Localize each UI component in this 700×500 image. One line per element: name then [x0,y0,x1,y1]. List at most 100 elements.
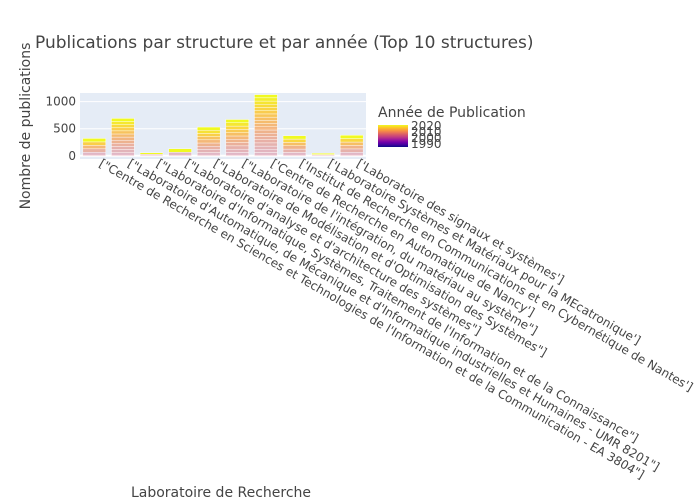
bar-segment [82,152,106,156]
bar-segment [197,139,221,144]
bar [139,152,164,156]
bar-segment [254,107,278,111]
bar-segment [111,130,135,135]
bar-segment [254,100,278,105]
bar-segment [225,135,249,140]
bar-segment [254,152,278,156]
y-tick-label: 0 [68,149,76,163]
colorbar-tick-label: 2020 [411,119,442,133]
bar-segment [282,138,307,143]
bar-segment [254,129,278,134]
colorbar-tick-label: 2000 [411,131,442,145]
bar-segment [111,149,135,153]
bar-segment [197,130,221,134]
bar [168,148,192,156]
bar-segment [111,124,135,128]
bar-segment [197,152,221,156]
bar-segment [111,143,135,147]
bar-segment [82,141,106,146]
bar-segment [254,113,278,118]
bar-segment [282,152,307,156]
bar [254,94,278,156]
bar-segment [197,149,221,153]
bar-segment [111,118,135,122]
chart-title: Publications par structure et par année … [35,33,534,53]
y-tick-label: 500 [53,122,76,136]
bar-segment [254,149,278,153]
colorbar-tick-label: 2010 [411,125,442,139]
bar-segment [225,132,249,137]
bar [225,119,249,156]
bar-segment [82,145,106,150]
bar [282,135,307,156]
bar-segment [225,152,249,156]
bar-segment [225,119,249,124]
bar-segment [168,148,192,153]
bar-segment [311,153,335,155]
bar-segment [254,110,278,115]
bar-segment [282,142,307,146]
bar-segment [225,142,249,147]
bar-segment [197,133,221,137]
bar-segment [111,140,135,144]
bar-segment [254,139,278,144]
bar-segment [340,148,364,153]
colorbar-gradient [378,125,408,147]
bar-segment [254,123,278,127]
bar-segment [282,135,307,140]
bar-segment [225,139,249,143]
bar [111,118,135,156]
colorbar-tick-label: 1990 [411,137,442,151]
bar-segment [254,142,278,147]
bar [340,134,364,156]
bar-segment [340,141,364,146]
bar-segment [282,148,307,153]
colorbar-title: Année de Publication [378,105,526,121]
y-tick-label: 1000 [45,95,76,109]
bar-segment [254,133,278,137]
bar-segment [197,126,221,131]
bar-segment [82,138,106,143]
bar-segment [340,138,364,143]
bar-segment [111,136,135,141]
bar [82,138,106,156]
bar-segment [225,148,249,153]
bar-segment [282,145,307,150]
bar-segment [254,97,278,102]
bars [82,94,364,156]
bar-segment [340,152,364,156]
bar-segment [111,152,135,156]
bar-segment [254,104,278,108]
bar [197,126,221,156]
bar-segment [197,136,221,141]
x-tick-labels: ["Centre de Recherche en Sciences et Tec… [97,156,695,482]
bar-segment [197,145,221,150]
bar-segment [225,122,249,127]
bar-segment [111,127,135,132]
bar-segment [139,154,164,156]
bar [311,153,335,156]
bar-segment [254,136,278,140]
bar-segment [111,133,135,138]
bar-segment [168,152,192,156]
bar-segment [254,116,278,121]
bar-segment [340,134,364,139]
bar-segment [225,129,249,133]
bar-segment [254,126,278,131]
bar-segment [225,125,249,130]
bar-segment [254,94,278,99]
bar-segment [111,146,135,150]
bar-segment [111,121,135,125]
bar-segment [197,142,221,147]
bar-segment [225,145,249,150]
x-axis-label: Laboratoire de Recherche [131,485,311,500]
bar-segment [139,152,164,155]
y-tick-labels: 0 500 1000 [45,95,76,163]
bar-segment [254,145,278,150]
bar-segment [254,120,278,124]
y-axis-label: Nombre de publications [18,43,34,210]
bar-segment [82,148,106,153]
